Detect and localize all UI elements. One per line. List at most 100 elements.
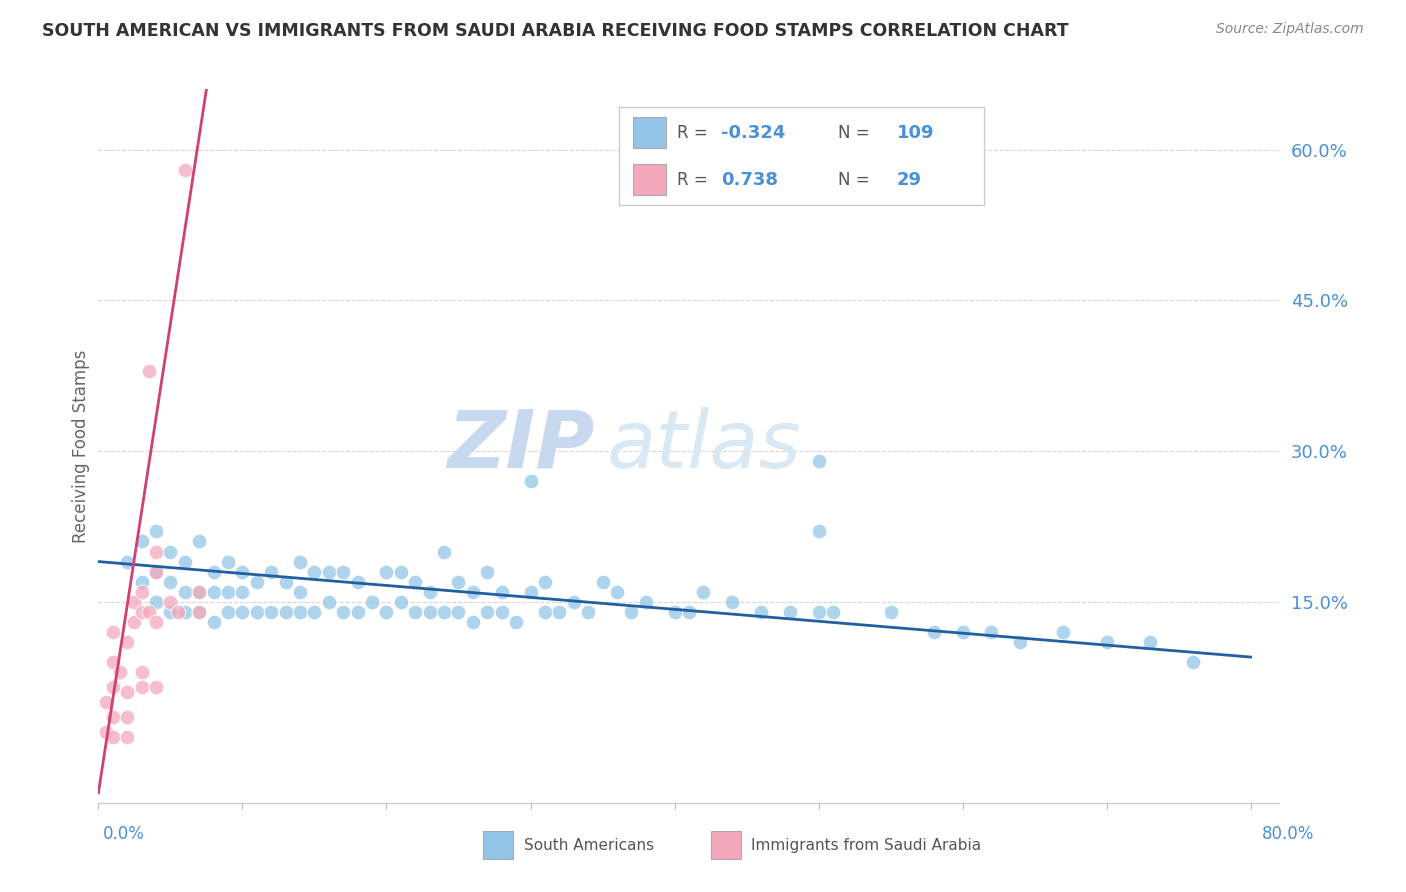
Point: [491, 605, 513, 619]
Point: [332, 605, 354, 619]
Point: [101, 624, 124, 639]
Point: [361, 595, 384, 609]
Point: [260, 605, 283, 619]
Point: [202, 565, 225, 579]
Point: [188, 534, 211, 549]
Point: [115, 685, 138, 699]
Point: [592, 574, 614, 589]
Point: [288, 584, 311, 599]
Point: [606, 584, 628, 599]
Point: [404, 605, 426, 619]
Point: [131, 605, 153, 619]
Text: N =: N =: [838, 124, 875, 142]
Point: [217, 584, 239, 599]
Point: [101, 655, 124, 669]
Point: [166, 605, 188, 619]
Bar: [633, 164, 666, 195]
Point: [304, 565, 326, 579]
Point: [534, 605, 557, 619]
Point: [692, 584, 714, 599]
Point: [1182, 655, 1205, 669]
Point: [389, 565, 412, 579]
Point: [124, 615, 146, 629]
Text: R =: R =: [678, 170, 713, 188]
Point: [108, 665, 131, 680]
Point: [821, 605, 844, 619]
Text: ZIP: ZIP: [447, 407, 595, 485]
Point: [288, 605, 311, 619]
Point: [173, 162, 195, 177]
Text: 109: 109: [897, 124, 934, 142]
Point: [159, 544, 181, 558]
Point: [131, 584, 153, 599]
Text: atlas: atlas: [606, 407, 801, 485]
Text: Source: ZipAtlas.com: Source: ZipAtlas.com: [1216, 22, 1364, 37]
Point: [202, 615, 225, 629]
Point: [807, 605, 830, 619]
Point: [288, 555, 311, 569]
Point: [562, 595, 585, 609]
Point: [491, 584, 513, 599]
Point: [131, 680, 153, 694]
Point: [447, 605, 470, 619]
Point: [879, 605, 901, 619]
Point: [634, 595, 657, 609]
Point: [101, 710, 124, 724]
Point: [952, 624, 974, 639]
Bar: [484, 831, 513, 859]
Point: [246, 605, 269, 619]
Point: [131, 534, 153, 549]
Point: [231, 605, 253, 619]
Point: [159, 595, 181, 609]
Point: [231, 565, 253, 579]
Bar: [633, 117, 666, 148]
Point: [274, 574, 297, 589]
Point: [477, 605, 499, 619]
Text: R =: R =: [678, 124, 713, 142]
Point: [519, 474, 541, 488]
Point: [404, 574, 426, 589]
Point: [145, 680, 167, 694]
Point: [94, 725, 117, 739]
Point: [419, 584, 441, 599]
Text: 80.0%: 80.0%: [1263, 825, 1315, 843]
Point: [447, 574, 470, 589]
Point: [419, 605, 441, 619]
Point: [678, 605, 700, 619]
Point: [1139, 635, 1161, 649]
Point: [188, 584, 211, 599]
Point: [304, 605, 326, 619]
Point: [188, 605, 211, 619]
Point: [217, 555, 239, 569]
Point: [274, 605, 297, 619]
Point: [375, 565, 398, 579]
Point: [779, 605, 801, 619]
Point: [576, 605, 599, 619]
Text: -0.324: -0.324: [721, 124, 786, 142]
Point: [433, 605, 456, 619]
Text: 29: 29: [897, 170, 921, 188]
Point: [131, 574, 153, 589]
Point: [159, 605, 181, 619]
Point: [101, 680, 124, 694]
Point: [664, 605, 686, 619]
Point: [145, 595, 167, 609]
Point: [115, 635, 138, 649]
Point: [461, 584, 484, 599]
Point: [115, 555, 138, 569]
Point: [461, 615, 484, 629]
Point: [188, 584, 211, 599]
Point: [534, 574, 557, 589]
Point: [115, 731, 138, 745]
Point: [721, 595, 744, 609]
Point: [173, 555, 195, 569]
Point: [159, 574, 181, 589]
Point: [318, 595, 340, 609]
Point: [519, 584, 541, 599]
Point: [807, 524, 830, 539]
Y-axis label: Receiving Food Stamps: Receiving Food Stamps: [72, 350, 90, 542]
Point: [246, 574, 269, 589]
Point: [433, 544, 456, 558]
Point: [124, 595, 146, 609]
Point: [131, 665, 153, 680]
